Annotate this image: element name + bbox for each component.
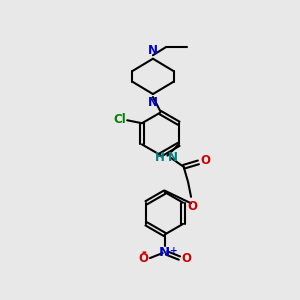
Text: H: H: [155, 151, 165, 164]
Text: N: N: [159, 246, 170, 259]
Text: N: N: [167, 151, 178, 164]
Text: -: -: [141, 246, 146, 259]
Text: Cl: Cl: [113, 113, 126, 126]
Text: N: N: [148, 44, 158, 57]
Text: N: N: [148, 95, 158, 109]
Text: O: O: [181, 252, 191, 265]
Text: O: O: [200, 154, 211, 167]
Text: +: +: [170, 246, 178, 255]
Text: O: O: [187, 200, 197, 213]
Text: O: O: [139, 252, 148, 265]
